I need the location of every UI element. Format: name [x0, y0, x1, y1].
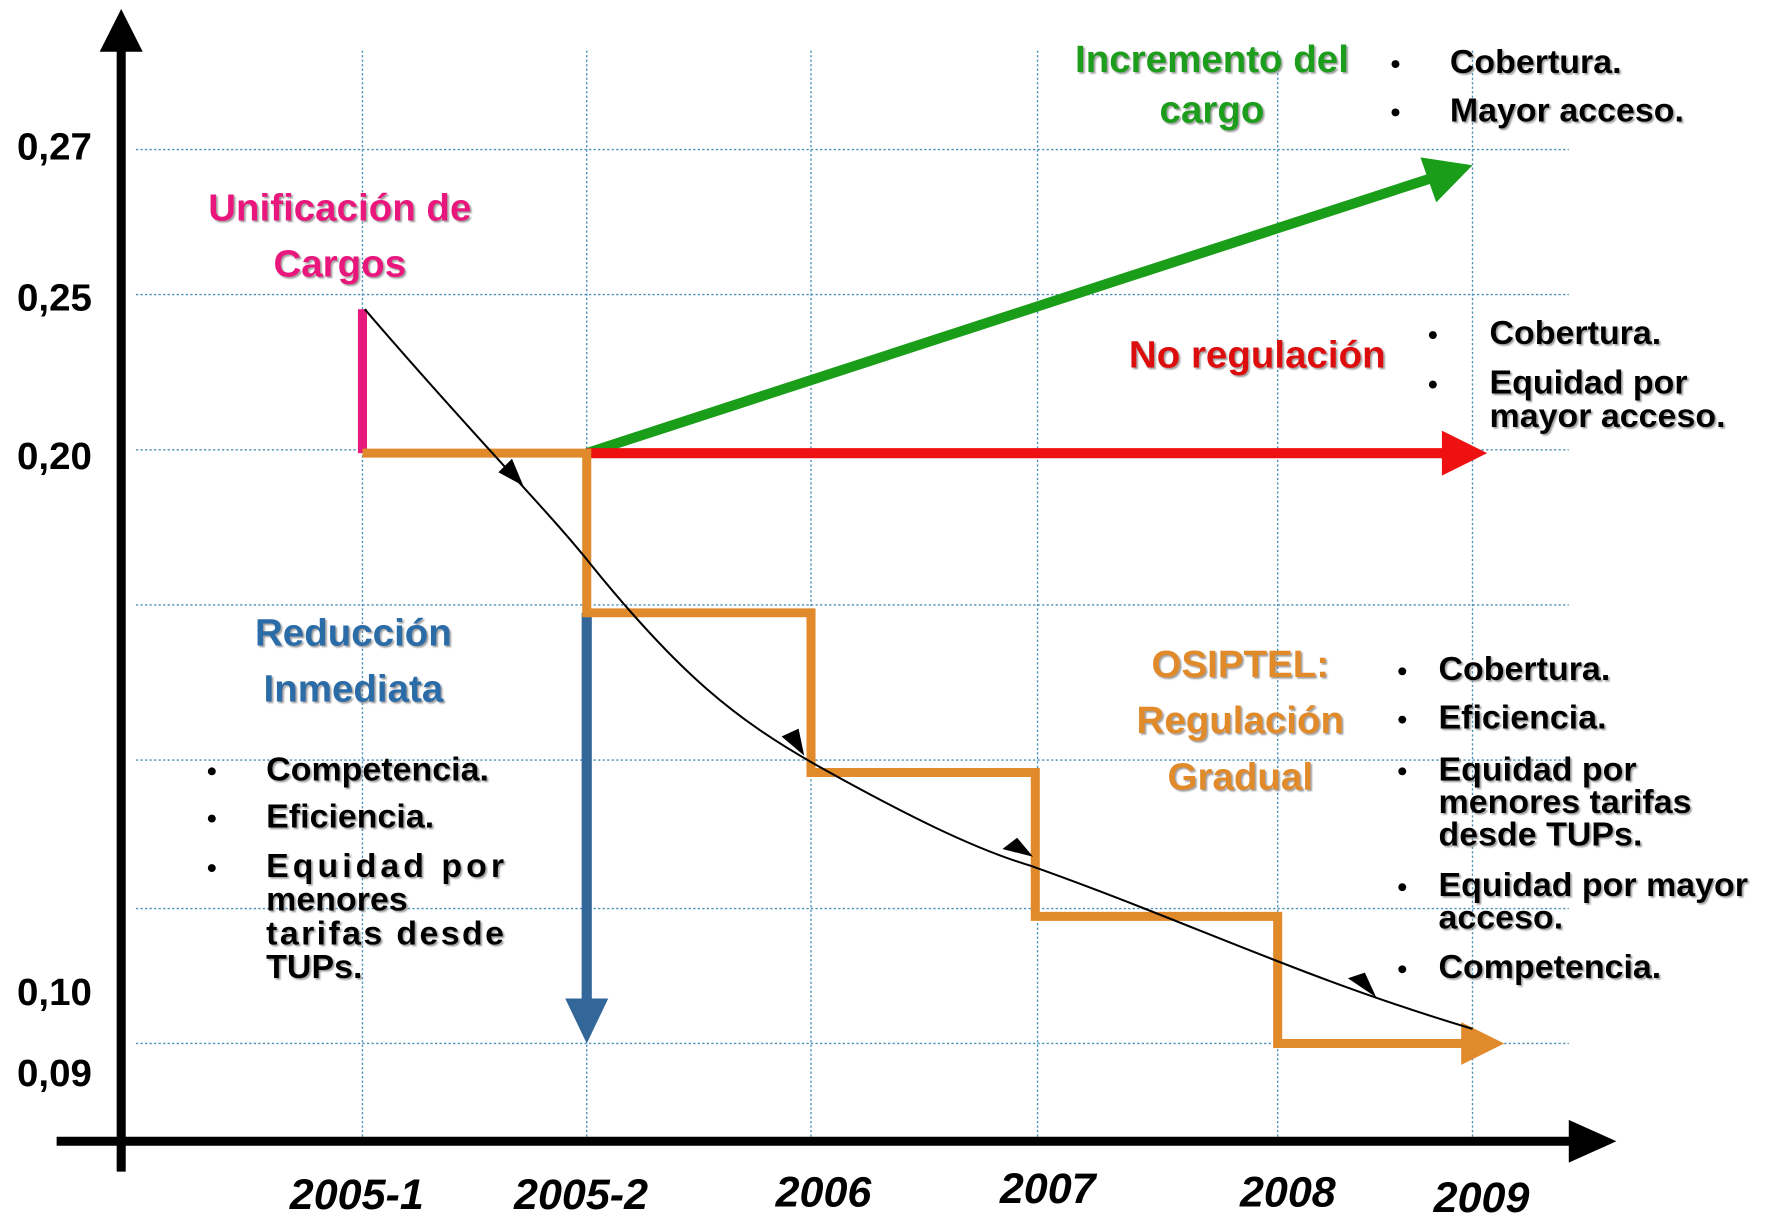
bullet-text: Eficiencia.	[1439, 699, 1607, 737]
annotation-title: Cargos	[273, 243, 406, 286]
trend-arrow	[1347, 972, 1377, 998]
x-tick-label: 2005-1	[289, 1171, 424, 1219]
y-axis-arrow	[99, 8, 143, 52]
x-axis-arrow	[1568, 1119, 1617, 1163]
annotation-title: Gradual	[1168, 755, 1313, 798]
trend-arrow	[1002, 837, 1034, 857]
annotation-title: Reducción	[255, 612, 452, 655]
increase-arrow	[1420, 157, 1473, 203]
bullet-text: tarifas desde	[266, 915, 504, 953]
bullet-text: TUPs.	[266, 948, 362, 986]
x-tick-label: 2008	[1239, 1169, 1336, 1217]
bullet-text: Cobertura.	[1450, 43, 1622, 81]
annotation-title: Incremento del	[1075, 38, 1349, 81]
bullet-text: Equidad por	[1489, 364, 1687, 402]
bullet-text: menores	[266, 881, 408, 919]
annotation-title: Inmediata	[264, 668, 444, 711]
axes	[56, 8, 1617, 1172]
bullet-dot	[1428, 331, 1437, 340]
gradual-arrow	[1461, 1022, 1505, 1065]
increase-line	[585, 173, 1432, 458]
gradual-line	[362, 448, 1464, 1048]
x-tick-label: 2006	[775, 1169, 873, 1217]
annotation-title: No regulación	[1129, 334, 1386, 377]
reduction-arrow	[565, 998, 609, 1044]
bullet-dot	[1391, 108, 1400, 117]
trend-arrow	[498, 458, 524, 486]
bullet-dot	[1398, 767, 1407, 776]
labels: 0,27 0,25 0,20 0,10 0,09 2005-1 2005-2 2006 2007…	[17, 38, 1748, 1220]
bullet-text: Mayor acceso.	[1450, 91, 1684, 129]
x-tick-label: 2005-2	[513, 1171, 648, 1219]
bullet-dot	[1398, 667, 1407, 676]
bullet-dot	[207, 814, 216, 823]
bullet-dot	[1391, 60, 1400, 69]
bullet-text: Competencia.	[266, 750, 489, 788]
y-tick-label: 0,10	[17, 971, 92, 1014]
bullet-dot	[1398, 883, 1407, 892]
annotation-title: Regulación	[1137, 699, 1345, 742]
bullet-text: Cobertura.	[1489, 314, 1661, 352]
trend-curve	[363, 308, 1473, 1030]
y-tick-label: 0,25	[17, 276, 92, 319]
annotation-title: cargo	[1160, 89, 1265, 132]
annotation-title: Unificación de	[208, 186, 471, 229]
trend-arrow	[781, 728, 805, 756]
y-tick-label: 0,20	[17, 435, 92, 478]
bullet-text: Equidad por	[266, 847, 504, 885]
no-regulation-arrow	[1441, 430, 1488, 476]
bullet-text: Equidad por	[1439, 750, 1637, 788]
lines	[357, 157, 1505, 1065]
bullet-text: desde TUPs.	[1439, 816, 1643, 854]
bullet-text: menores tarifas	[1439, 783, 1692, 821]
x-tick-label: 2007	[999, 1165, 1098, 1213]
y-tick-label: 0,09	[17, 1052, 92, 1095]
bullet-dot	[207, 864, 216, 872]
bullet-dot	[207, 767, 216, 776]
bullet-dot	[1398, 965, 1407, 974]
bullet-text: acceso.	[1439, 899, 1564, 937]
annotation-title: OSIPTEL:	[1152, 643, 1330, 686]
y-tick-label: 0,27	[17, 126, 92, 169]
bullet-text: Cobertura.	[1439, 650, 1611, 688]
bullet-text: Competencia.	[1439, 948, 1662, 986]
bullet-text: Equidad por mayor	[1439, 866, 1749, 904]
bullet-text: mayor acceso.	[1489, 397, 1725, 435]
x-tick-label: 2009	[1433, 1174, 1530, 1220]
bullet-text: Eficiencia.	[266, 798, 434, 836]
bullet-dot	[1398, 715, 1407, 724]
bullet-dot	[1428, 380, 1437, 389]
